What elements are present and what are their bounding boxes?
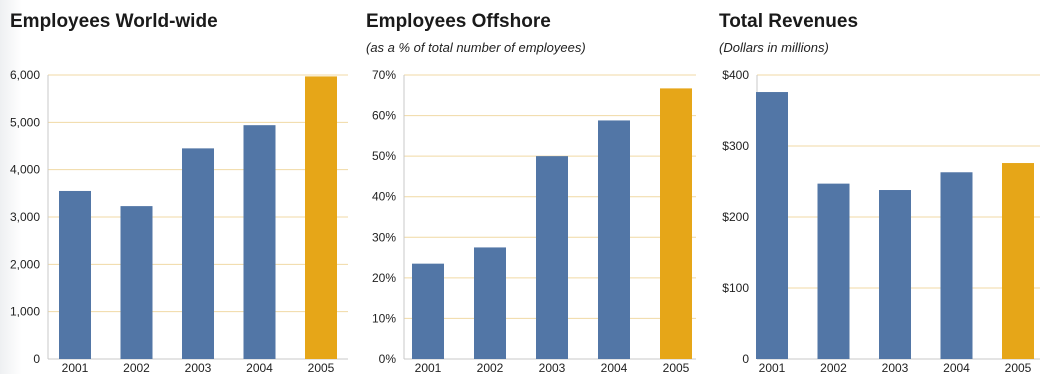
y-tick-label: 50% <box>372 149 396 163</box>
bar-chart-employees-offshore: 0% 10% 20% 30% 40% 50% 60% 70% 2001 2002 2003 2004 2… <box>372 68 696 374</box>
y-tick-label: 3,000 <box>10 210 40 224</box>
x-tick-label: 2001 <box>415 361 442 374</box>
bar-2005 <box>305 76 337 360</box>
chart-title: Total Revenues <box>719 11 859 32</box>
y-tick-label: 5,000 <box>10 115 40 129</box>
chart-panel-employees-worldwide: Employees World-wide 0 1,000 2,000 3,000 4,0… <box>10 0 350 374</box>
y-tick-label: 0 <box>33 352 40 366</box>
chart-title: Employees Offshore <box>366 11 551 32</box>
bar-2002 <box>474 247 506 359</box>
x-tick-label: 2004 <box>246 361 273 374</box>
y-tick-label: $100 <box>722 281 749 295</box>
y-tick-label: 0% <box>379 352 397 366</box>
chart-subtitle: (Dollars in millions) <box>719 40 829 55</box>
bar-2003 <box>536 156 568 359</box>
y-tick-label: 60% <box>372 109 396 123</box>
y-tick-label: 1,000 <box>10 305 40 319</box>
bar-2004 <box>940 172 973 359</box>
y-tick-label: 0 <box>742 352 749 366</box>
chart-panel-employees-offshore: Employees Offshore (as a % of total numb… <box>366 0 700 374</box>
chart-panel-total-revenues: Total Revenues (Dollars in millions) 0 $1… <box>719 0 1042 374</box>
x-tick-label: 2001 <box>62 361 89 374</box>
x-tick-label: 2004 <box>601 361 628 374</box>
chart-subtitle: (as a % of total number of employees) <box>366 40 586 55</box>
x-tick-label: 2003 <box>185 361 212 374</box>
bar-2005 <box>1002 163 1034 359</box>
x-tick-label: 2005 <box>1005 361 1032 374</box>
bar-2004 <box>243 125 276 359</box>
bar-2001 <box>412 263 444 359</box>
bar-2004 <box>598 120 630 359</box>
y-tick-label: $400 <box>722 68 749 82</box>
y-tick-label: 70% <box>372 68 396 82</box>
y-tick-label: 20% <box>372 271 396 285</box>
bar-chart-employees-worldwide: 0 1,000 2,000 3,000 4,000 5,000 6,000 2001 2002 2… <box>10 68 348 374</box>
x-tick-label: 2004 <box>943 361 970 374</box>
y-tick-label: 2,000 <box>10 257 40 271</box>
x-tick-label: 2003 <box>882 361 909 374</box>
x-tick-label: 2002 <box>123 361 150 374</box>
bar-chart-total-revenues: 0 $100 $200 $300 $400 2001 2002 2003 2004 2005 <box>722 68 1040 374</box>
y-tick-label: 6,000 <box>10 68 40 82</box>
bar-2002 <box>817 183 850 359</box>
bar-2001 <box>59 190 91 359</box>
y-tick-label: 40% <box>372 190 396 204</box>
bar-2001 <box>756 92 788 359</box>
bar-2003 <box>879 190 911 359</box>
y-tick-label: $300 <box>722 139 749 153</box>
x-tick-label: 2001 <box>759 361 786 374</box>
chart-title: Employees World-wide <box>10 11 218 32</box>
bar-2003 <box>182 148 214 359</box>
x-tick-label: 2002 <box>477 361 504 374</box>
y-tick-label: 4,000 <box>10 163 40 177</box>
x-tick-label: 2005 <box>308 361 335 374</box>
bar-2005 <box>660 88 692 359</box>
x-tick-label: 2003 <box>539 361 566 374</box>
x-tick-label: 2002 <box>820 361 847 374</box>
y-tick-label: 30% <box>372 230 396 244</box>
x-tick-label: 2005 <box>663 361 690 374</box>
y-tick-label: $200 <box>722 210 749 224</box>
bar-2002 <box>120 206 153 359</box>
y-tick-label: 10% <box>372 311 396 325</box>
